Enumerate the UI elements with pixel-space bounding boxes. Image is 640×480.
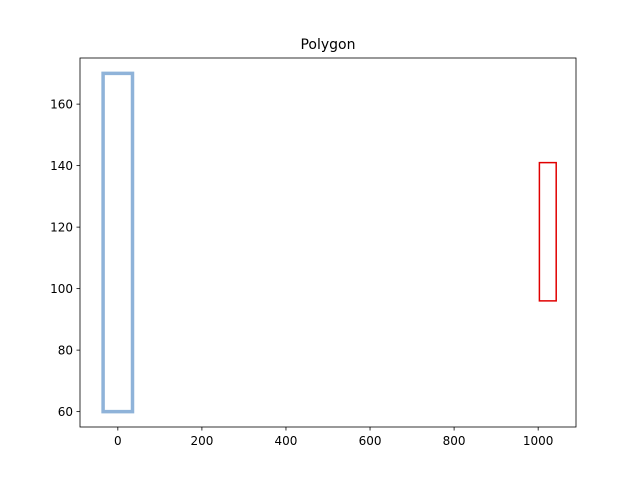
chart-title: Polygon (300, 37, 355, 53)
x-tick-label: 1000 (523, 434, 554, 448)
polygon-series-2 (538, 161, 557, 302)
polygon-series-1 (101, 71, 135, 414)
x-tick-label: 800 (443, 434, 466, 448)
y-tick-label: 100 (50, 282, 73, 296)
axes-frame (79, 57, 577, 428)
plot-layer (101, 71, 557, 414)
x-tick-label: 400 (275, 434, 298, 448)
y-tick-label: 160 (50, 98, 73, 112)
x-tick-label: 0 (114, 434, 122, 448)
y-tick-label: 120 (50, 221, 73, 235)
x-tick-label: 600 (359, 434, 382, 448)
y-tick-label: 60 (58, 405, 73, 419)
y-tick-label: 80 (58, 344, 73, 358)
x-tick-label: 200 (190, 434, 213, 448)
y-tick-label: 140 (50, 159, 73, 173)
axes-layer: 0 200 400 600 800 1000 60 80 100 120 140 160 (50, 57, 577, 448)
